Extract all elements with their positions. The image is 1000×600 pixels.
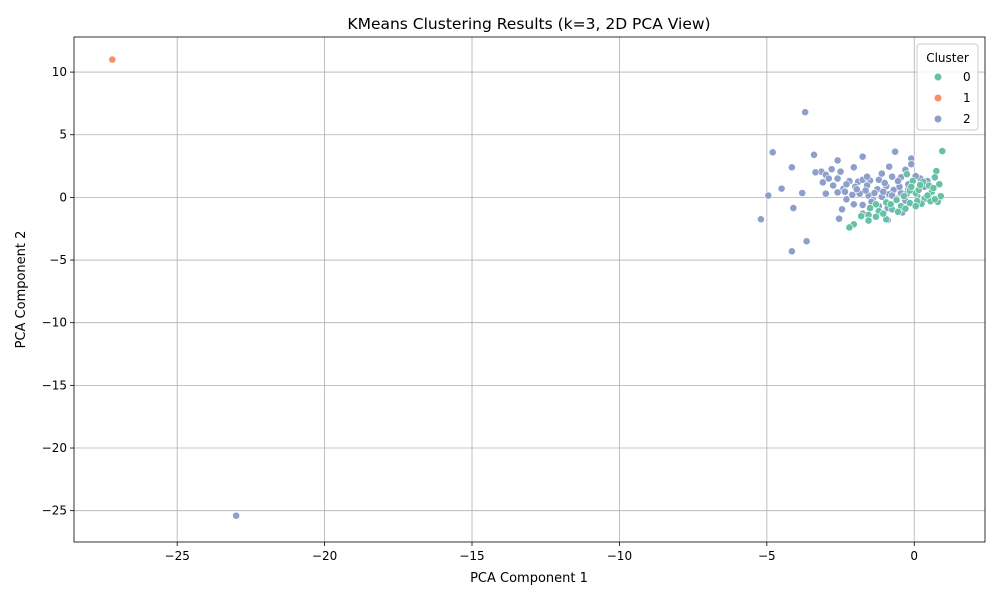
data-points — [108, 55, 947, 520]
plot-area-frame — [73, 36, 986, 543]
y-tick-label: 10 — [52, 65, 67, 79]
data-point-cluster-2 — [798, 189, 807, 197]
data-point-cluster-2 — [789, 204, 798, 212]
grid-lines — [74, 37, 985, 542]
data-point-cluster-2 — [863, 172, 871, 181]
x-tick-label: −5 — [758, 549, 776, 563]
data-point-cluster-0 — [879, 209, 888, 218]
legend: Cluster 0 1 2 — [916, 43, 979, 131]
data-point-cluster-2 — [787, 247, 796, 256]
legend-title: Cluster — [926, 51, 969, 65]
data-point-cluster-0 — [916, 180, 925, 189]
y-tick-label: −25 — [42, 504, 67, 518]
data-point-cluster-0 — [900, 192, 908, 201]
data-point-cluster-2 — [849, 200, 858, 209]
data-point-cluster-2 — [821, 189, 830, 198]
x-tick-label: 0 — [910, 549, 918, 563]
data-point-cluster-2 — [858, 201, 867, 209]
data-point-cluster-2 — [838, 205, 846, 214]
data-point-cluster-0 — [907, 182, 916, 191]
data-point-cluster-0 — [872, 212, 880, 221]
legend-label-cluster-0: 0 — [963, 70, 971, 84]
data-point-cluster-2 — [842, 180, 851, 189]
data-point-cluster-2 — [801, 108, 810, 117]
data-point-cluster-2 — [764, 191, 773, 200]
data-point-cluster-2 — [810, 150, 818, 159]
data-point-cluster-0 — [872, 200, 880, 209]
chart-title: KMeans Clustering Results (k=3, 2D PCA V… — [347, 15, 710, 33]
data-point-cluster-2 — [870, 189, 879, 197]
x-axis-label: PCA Component 1 — [470, 571, 588, 586]
data-point-cluster-2 — [907, 160, 916, 169]
data-point-cluster-2 — [879, 187, 888, 196]
data-point-cluster-2 — [811, 168, 820, 177]
data-point-cluster-0 — [923, 191, 932, 200]
x-tick-label: −15 — [459, 549, 484, 563]
data-point-cluster-0 — [935, 180, 944, 189]
data-point-cluster-0 — [892, 196, 901, 204]
axis-ticks: −25 −20 −15 −10 −5 0 10 5 0 −5 −10 −15 −20 −25 — [42, 65, 918, 563]
data-point-cluster-0 — [866, 204, 874, 212]
data-point-cluster-2 — [894, 177, 902, 186]
data-point-cluster-2 — [787, 163, 796, 172]
data-point-cluster-2 — [232, 511, 241, 520]
legend-marker-cluster-0 — [934, 73, 942, 81]
data-point-cluster-2 — [852, 185, 861, 194]
data-point-cluster-0 — [929, 184, 938, 192]
data-point-cluster-0 — [911, 202, 920, 211]
data-point-cluster-2 — [848, 190, 857, 199]
y-tick-label: −5 — [49, 253, 67, 267]
data-point-cluster-2 — [833, 156, 842, 165]
data-point-cluster-2 — [833, 174, 842, 183]
data-point-cluster-0 — [902, 170, 911, 179]
data-point-cluster-2 — [861, 186, 870, 195]
data-point-cluster-0 — [845, 223, 854, 232]
data-point-cluster-0 — [938, 147, 947, 155]
data-point-cluster-2 — [877, 169, 886, 178]
data-point-cluster-2 — [835, 214, 843, 223]
legend-box — [916, 43, 979, 131]
data-point-cluster-2 — [777, 184, 786, 193]
data-point-cluster-2 — [885, 162, 894, 171]
y-axis-label: PCA Component 2 — [14, 231, 29, 349]
data-point-cluster-0 — [857, 212, 866, 221]
data-point-cluster-2 — [842, 195, 851, 204]
y-tick-label: −10 — [42, 316, 67, 330]
data-point-cluster-2 — [888, 172, 897, 181]
data-point-cluster-0 — [901, 204, 910, 213]
data-point-cluster-2 — [768, 148, 777, 157]
y-tick-label: −15 — [42, 378, 67, 392]
data-point-cluster-0 — [930, 195, 939, 204]
data-point-cluster-0 — [864, 216, 873, 225]
legend-label-cluster-1: 1 — [963, 91, 971, 105]
data-point-cluster-2 — [849, 163, 858, 172]
x-tick-label: −10 — [607, 549, 632, 563]
data-point-cluster-2 — [841, 187, 849, 196]
data-point-cluster-2 — [836, 167, 845, 176]
x-tick-label: −20 — [312, 549, 337, 563]
data-point-cluster-0 — [886, 200, 895, 209]
legend-marker-cluster-1 — [934, 94, 942, 102]
x-tick-label: −25 — [165, 549, 190, 563]
data-point-cluster-2 — [891, 147, 899, 156]
y-tick-label: −20 — [42, 441, 67, 455]
data-point-cluster-1 — [108, 55, 117, 64]
legend-label-cluster-2: 2 — [963, 112, 971, 126]
data-point-cluster-0 — [930, 173, 939, 182]
data-point-cluster-2 — [858, 152, 867, 161]
data-point-cluster-2 — [829, 181, 838, 190]
data-point-cluster-2 — [827, 165, 836, 174]
data-point-cluster-2 — [880, 179, 889, 187]
data-point-cluster-2 — [824, 174, 833, 183]
y-tick-label: 0 — [59, 190, 67, 204]
legend-marker-cluster-2 — [934, 115, 942, 123]
data-point-cluster-0 — [894, 207, 902, 216]
y-tick-label: 5 — [59, 128, 67, 142]
data-point-cluster-2 — [757, 215, 765, 224]
data-point-cluster-2 — [802, 237, 811, 246]
data-point-cluster-2 — [818, 178, 827, 187]
